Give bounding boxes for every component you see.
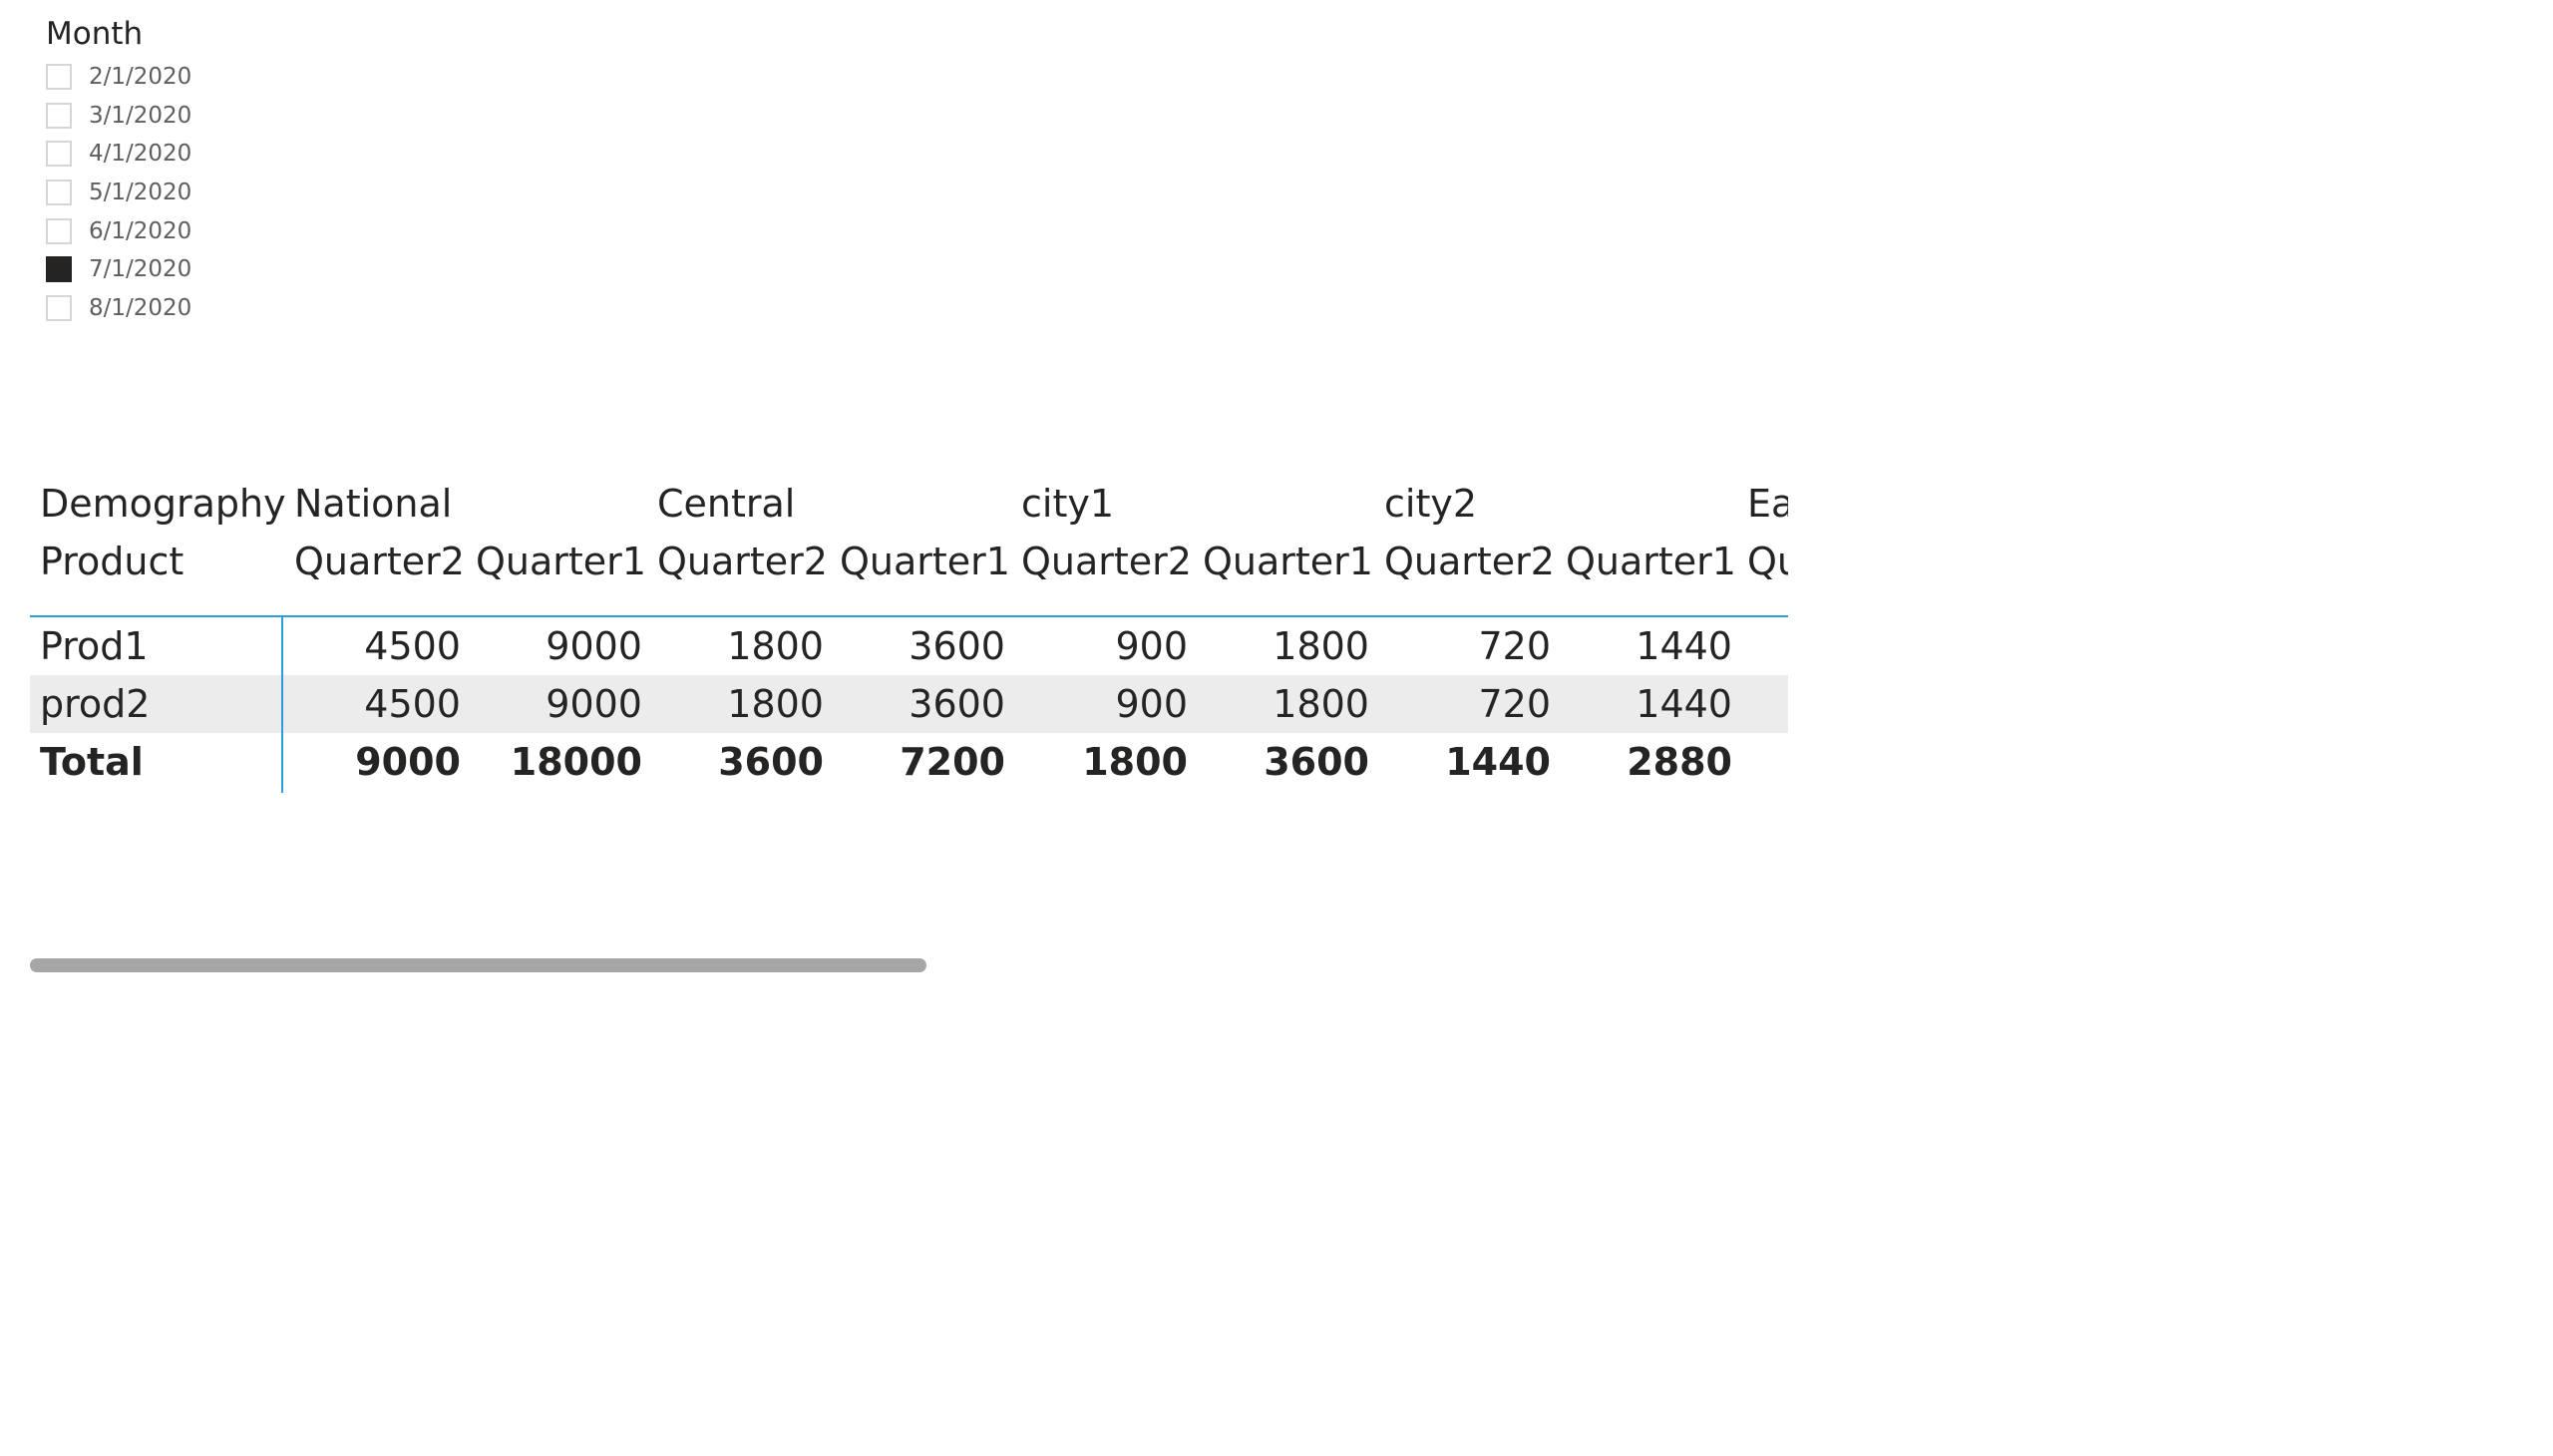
value-cell: 720: [1478, 624, 1551, 668]
subheader-quarter[interactable]: Quarter1: [1203, 540, 1373, 583]
subheader-quarter[interactable]: Quarter1: [1566, 540, 1736, 583]
slicer-item-label: 3/1/2020: [89, 102, 192, 129]
total-cell: 3600: [718, 740, 824, 784]
group-header-city1[interactable]: city1: [1021, 482, 1115, 526]
row-label-prod2[interactable]: prod2: [40, 682, 151, 726]
subheader-quarter[interactable]: Quarter2: [1021, 540, 1192, 583]
checkbox-checked[interactable]: [46, 256, 72, 283]
checkbox[interactable]: [46, 102, 72, 129]
value-cell: 3600: [909, 624, 1005, 668]
slicer-item-6-1-2020[interactable]: 6/1/2020: [46, 211, 365, 250]
table-row: Prod1 4500 9000 1800 3600 900 1800 720 1…: [30, 617, 1788, 675]
value-cell: 9000: [546, 624, 642, 668]
checkbox[interactable]: [46, 180, 72, 206]
group-header-central[interactable]: Central: [657, 482, 796, 526]
slicer-item-label: 5/1/2020: [89, 180, 192, 206]
total-cell: 1440: [1445, 740, 1551, 784]
slicer-item-3-1-2020[interactable]: 3/1/2020: [46, 97, 365, 136]
group-header-city2[interactable]: city2: [1384, 482, 1478, 526]
slicer-item-4-1-2020[interactable]: 4/1/2020: [46, 135, 365, 174]
subheader-quarter[interactable]: Quarter2: [1384, 540, 1555, 583]
value-cell: 4500: [364, 624, 461, 668]
slicer-item-label: 6/1/2020: [89, 217, 192, 244]
subheader-quarter[interactable]: Quarter1: [476, 540, 646, 583]
slicer-item-label: 7/1/2020: [89, 256, 192, 283]
row-label-total: Total: [40, 740, 144, 784]
column-header-row-product: Product Quarter2 Quarter1 Quarter2 Quart…: [30, 533, 1788, 590]
total-cell: 9000: [355, 740, 461, 784]
column-header-row-demography: Demography National Central city1 city2 …: [30, 475, 1788, 533]
value-cell: 1440: [1636, 682, 1732, 726]
value-cell: 9000: [546, 682, 642, 726]
row-header-divider: [281, 615, 283, 793]
value-cell: 3600: [909, 682, 1005, 726]
value-cell: 900: [1115, 682, 1188, 726]
row-header-demography[interactable]: Demography: [40, 482, 286, 526]
slicer-title: Month: [46, 16, 144, 52]
value-cell: 900: [1115, 624, 1188, 668]
row-header-product[interactable]: Product: [40, 540, 184, 583]
total-cell: 2880: [1627, 740, 1732, 784]
slicer-item-label: 4/1/2020: [89, 141, 192, 168]
table-row: prod2 4500 9000 1800 3600 900 1800 720 1…: [30, 675, 1788, 733]
total-cell: 1800: [1082, 740, 1188, 784]
subheader-quarter-truncated[interactable]: Qu: [1747, 540, 1788, 583]
group-header-truncated[interactable]: Ea: [1747, 482, 1788, 526]
total-cell: 18000: [510, 740, 642, 784]
slicer-item-label: 8/1/2020: [89, 294, 192, 321]
slicer-item-8-1-2020[interactable]: 8/1/2020: [46, 289, 365, 328]
month-slicer: Month 2/1/2020 3/1/2020 4/1/2020 5/1/202…: [46, 14, 365, 327]
value-cell: 1800: [727, 682, 824, 726]
slicer-item-7-1-2020[interactable]: 7/1/2020: [46, 250, 365, 289]
horizontal-scrollbar[interactable]: [30, 958, 1788, 972]
total-row: Total 9000 18000 3600 7200 1800 3600 144…: [30, 733, 1788, 791]
checkbox[interactable]: [46, 141, 72, 168]
total-cell: 7200: [900, 740, 1005, 784]
total-cell: 3600: [1264, 740, 1369, 784]
subheader-quarter[interactable]: Quarter2: [657, 540, 828, 583]
slicer-items: 2/1/2020 3/1/2020 4/1/2020 5/1/2020 6/1/…: [46, 58, 365, 327]
value-cell: 1800: [1273, 624, 1369, 668]
header-divider: [30, 615, 1788, 617]
value-cell: 1800: [727, 624, 824, 668]
value-cell: 720: [1478, 682, 1551, 726]
value-cell: 4500: [364, 682, 461, 726]
value-cell: 1800: [1273, 682, 1369, 726]
checkbox[interactable]: [46, 294, 72, 321]
matrix-table: Demography National Central city1 city2 …: [30, 475, 1788, 806]
checkbox[interactable]: [46, 64, 72, 91]
slicer-item-label: 2/1/2020: [89, 64, 192, 91]
value-cell: 1440: [1636, 624, 1732, 668]
row-label-prod1[interactable]: Prod1: [40, 624, 149, 668]
scrollbar-thumb[interactable]: [30, 958, 926, 972]
checkbox[interactable]: [46, 217, 72, 244]
group-header-national[interactable]: National: [294, 482, 453, 526]
slicer-item-2-1-2020[interactable]: 2/1/2020: [46, 58, 365, 97]
subheader-quarter[interactable]: Quarter2: [294, 540, 465, 583]
subheader-quarter[interactable]: Quarter1: [840, 540, 1010, 583]
slicer-item-5-1-2020[interactable]: 5/1/2020: [46, 174, 365, 212]
